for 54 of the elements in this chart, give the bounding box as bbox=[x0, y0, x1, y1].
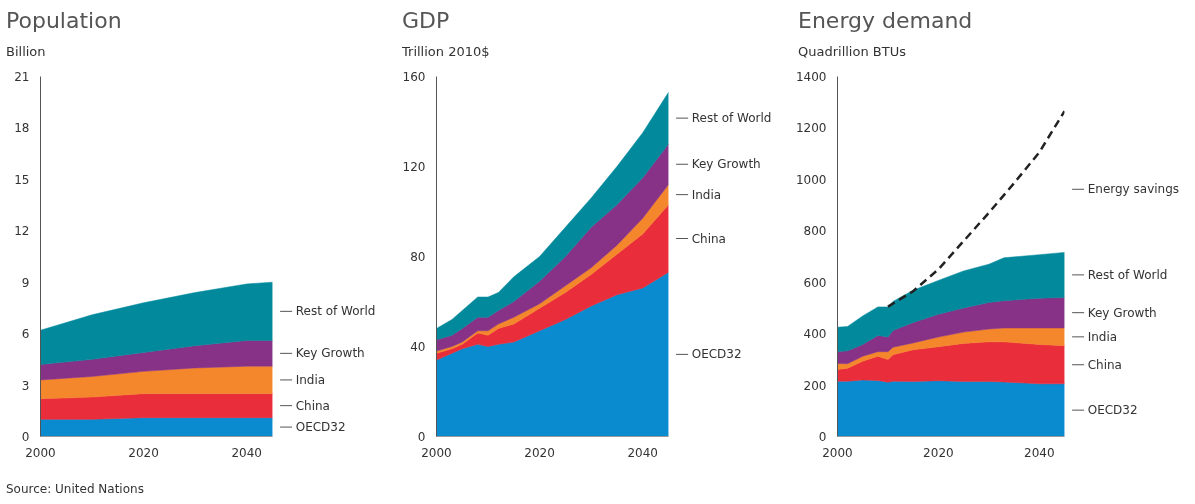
series-label: India bbox=[1087, 329, 1118, 344]
series-label: Key Growth bbox=[1087, 305, 1157, 320]
y-tick-label: 15 bbox=[14, 172, 30, 187]
y-tick-label: 800 bbox=[803, 224, 827, 239]
y-tick-label: 1000 bbox=[795, 172, 827, 187]
y-tick-label: 9 bbox=[21, 275, 30, 290]
y-tick-label: 0 bbox=[21, 430, 30, 444]
y-tick-label: 18 bbox=[14, 121, 30, 136]
x-tick-label: 2040 bbox=[627, 445, 658, 460]
x-tick-label: 2040 bbox=[1024, 445, 1055, 460]
chart-subtitle: Trillion 2010$ bbox=[402, 43, 490, 61]
y-tick-label: 21 bbox=[14, 70, 30, 84]
y-tick-label: 0 bbox=[417, 430, 426, 444]
y-tick-label: 120 bbox=[402, 160, 426, 174]
x-tick-label: 2020 bbox=[128, 445, 159, 460]
series-label: OECD32 bbox=[691, 347, 742, 362]
series-label: Rest of World bbox=[691, 111, 772, 126]
series-label: India bbox=[691, 187, 722, 202]
y-tick-label: 6 bbox=[21, 327, 30, 342]
series-label: Rest of World bbox=[295, 304, 376, 319]
series-label: China bbox=[295, 398, 330, 413]
text: Energy savings bbox=[1087, 182, 1180, 197]
chart-subtitle: Billion bbox=[6, 43, 46, 61]
x-tick-label: 2020 bbox=[524, 445, 555, 460]
y-tick-label: 0 bbox=[818, 430, 827, 444]
series-label: China bbox=[691, 231, 726, 246]
y-tick-label: 40 bbox=[410, 340, 426, 354]
y-tick-label: 400 bbox=[803, 327, 827, 342]
y-tick-label: 1200 bbox=[795, 121, 827, 136]
series-label: Key Growth bbox=[691, 157, 761, 172]
y-tick-label: 1400 bbox=[795, 70, 827, 84]
line-series bbox=[886, 109, 1065, 308]
x-tick-label: 2000 bbox=[421, 445, 452, 460]
x-tick-label: 2020 bbox=[923, 445, 954, 460]
series-label: Rest of World bbox=[1087, 267, 1168, 282]
series-label: OECD32 bbox=[1087, 403, 1138, 418]
chart-title: GDP bbox=[402, 7, 450, 35]
source-note: Source: United Nations bbox=[6, 481, 144, 498]
y-tick-label: 600 bbox=[803, 275, 827, 290]
x-tick-label: 2000 bbox=[25, 445, 56, 460]
y-tick-label: 200 bbox=[803, 378, 827, 393]
series-label: China bbox=[1087, 357, 1122, 372]
series-label: OECD32 bbox=[295, 420, 346, 435]
series-label: Key Growth bbox=[295, 346, 365, 361]
x-tick-label: 2040 bbox=[231, 445, 262, 460]
y-tick-label: 12 bbox=[14, 224, 30, 239]
y-tick-label: 160 bbox=[402, 70, 426, 84]
x-tick-label: 2000 bbox=[822, 445, 853, 460]
y-tick-label: 3 bbox=[21, 378, 30, 393]
chart-title: Energy demand bbox=[798, 7, 973, 35]
series-label: India bbox=[295, 372, 326, 387]
y-tick-label: 80 bbox=[410, 250, 426, 264]
chart-subtitle: Quadrillion BTUs bbox=[798, 43, 906, 61]
chart-title: Population bbox=[6, 7, 122, 35]
